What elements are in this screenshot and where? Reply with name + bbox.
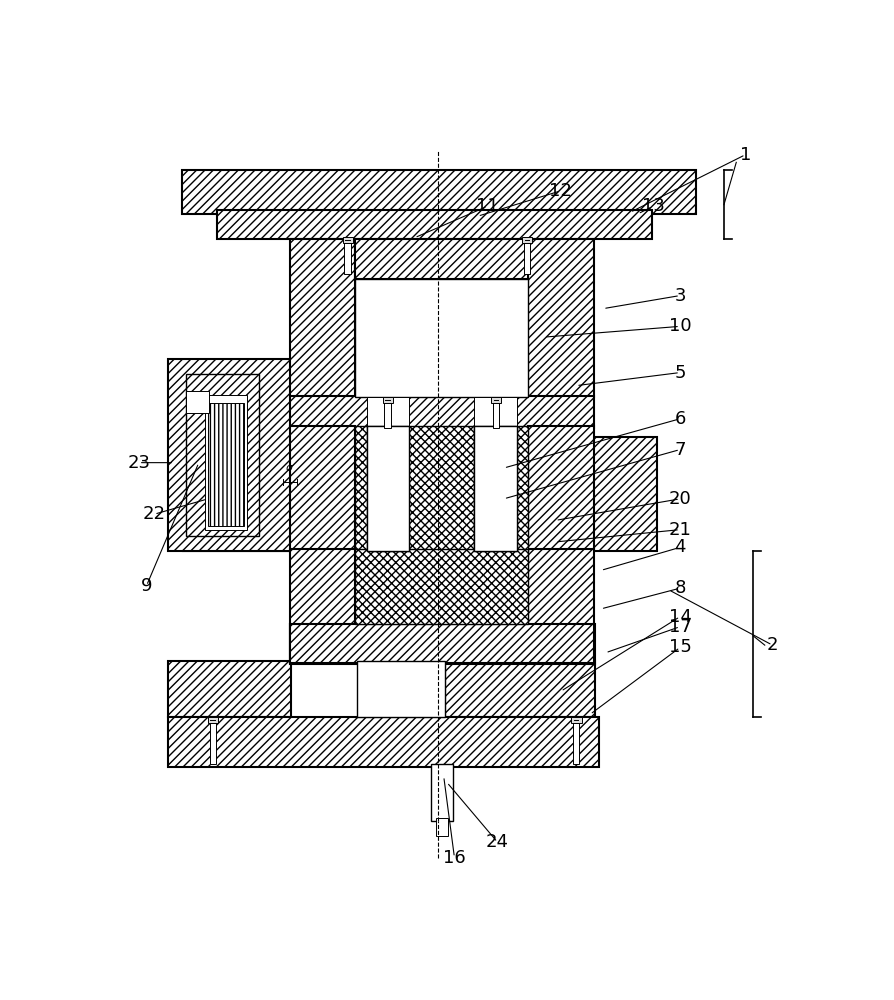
Text: 23: 23: [127, 454, 150, 472]
Bar: [572, 723, 578, 764]
Text: 22: 22: [142, 505, 165, 523]
Bar: [168, 661, 291, 717]
Bar: [474, 397, 516, 426]
Bar: [591, 437, 656, 551]
Bar: [435, 818, 448, 836]
Bar: [168, 359, 291, 551]
Text: 20: 20: [668, 490, 691, 508]
Bar: [357, 661, 444, 717]
Text: 3: 3: [673, 287, 685, 305]
Bar: [493, 403, 499, 428]
Bar: [355, 239, 527, 279]
Text: 15: 15: [668, 638, 691, 656]
Bar: [290, 549, 355, 663]
Bar: [181, 170, 696, 214]
Text: 4: 4: [673, 538, 685, 556]
Text: 10: 10: [668, 317, 690, 335]
Text: $\sigma$: $\sigma$: [284, 463, 294, 473]
Text: 17: 17: [668, 618, 691, 636]
Bar: [527, 549, 593, 663]
Text: 21: 21: [668, 521, 691, 539]
Text: 14: 14: [668, 608, 691, 626]
Text: 12: 12: [549, 182, 571, 200]
Bar: [521, 237, 532, 243]
Bar: [355, 426, 527, 551]
Bar: [290, 624, 595, 664]
Bar: [216, 210, 651, 239]
Bar: [205, 395, 247, 530]
Text: 7: 7: [673, 441, 685, 459]
Text: 5: 5: [673, 364, 685, 382]
Text: 6: 6: [673, 410, 685, 428]
Bar: [186, 391, 208, 413]
Bar: [342, 237, 352, 243]
Bar: [183, 437, 291, 551]
Bar: [431, 764, 452, 821]
Bar: [290, 396, 593, 428]
Text: 1: 1: [739, 146, 750, 164]
Text: 11: 11: [476, 197, 498, 215]
Bar: [207, 717, 218, 723]
Bar: [355, 549, 527, 624]
Bar: [367, 426, 409, 551]
Text: 2: 2: [766, 636, 778, 654]
Bar: [527, 426, 593, 551]
Text: 13: 13: [641, 197, 664, 215]
Bar: [207, 403, 244, 526]
Bar: [209, 723, 215, 764]
Bar: [367, 426, 409, 551]
Bar: [527, 239, 593, 397]
Bar: [290, 624, 593, 663]
Bar: [367, 397, 409, 426]
Bar: [474, 426, 516, 551]
Bar: [344, 243, 350, 274]
Bar: [523, 243, 529, 274]
Text: 8: 8: [673, 579, 685, 597]
Bar: [383, 397, 392, 403]
Bar: [571, 717, 581, 723]
Bar: [290, 426, 355, 551]
Bar: [290, 239, 355, 397]
Bar: [491, 397, 501, 403]
Bar: [474, 426, 516, 551]
Text: 9: 9: [140, 577, 152, 595]
Bar: [168, 717, 599, 767]
Bar: [186, 374, 258, 536]
Bar: [444, 661, 595, 717]
Bar: [384, 403, 390, 428]
Text: 16: 16: [443, 849, 465, 867]
Bar: [355, 279, 527, 397]
Text: 24: 24: [485, 833, 509, 851]
